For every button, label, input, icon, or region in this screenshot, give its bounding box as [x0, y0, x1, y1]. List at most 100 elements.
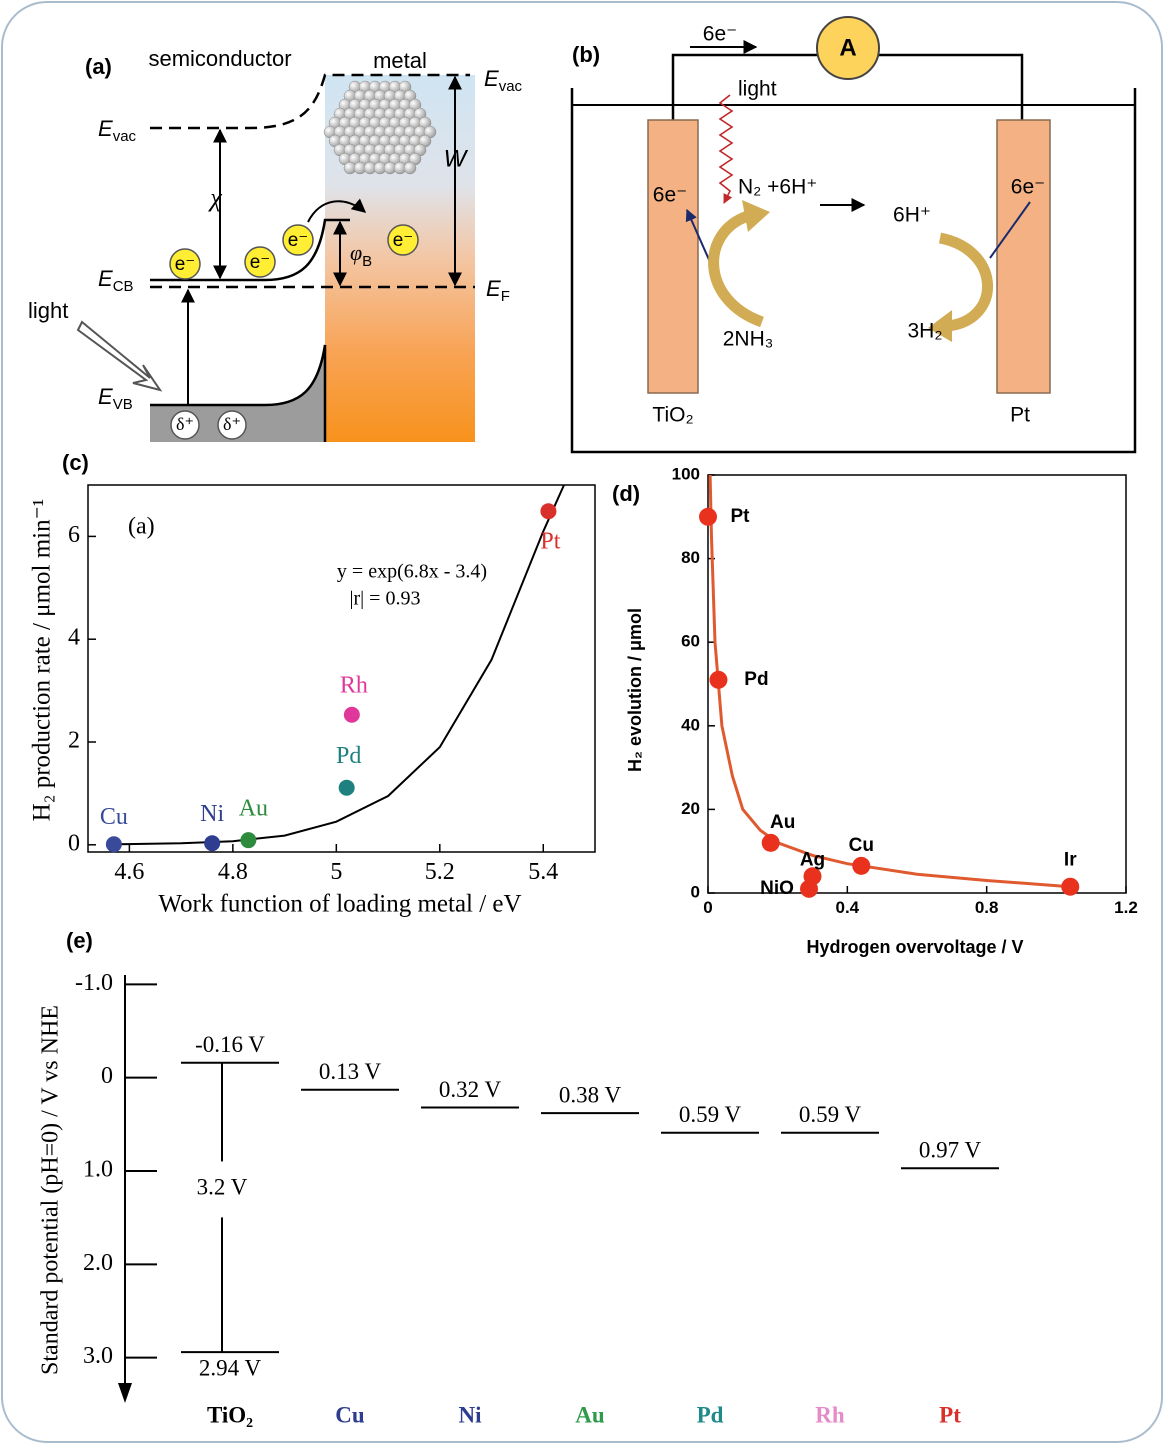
y-tick-label: 6	[68, 522, 80, 548]
y-tick-label: 0	[101, 1063, 113, 1089]
electron	[244, 246, 276, 278]
label: TiO₂	[652, 404, 693, 427]
x-tick-label: 0	[703, 898, 712, 917]
electron	[169, 248, 201, 280]
plot-frame	[87, 484, 596, 853]
data-point	[699, 507, 717, 526]
point-label: Rh	[340, 672, 368, 698]
point-label: Pt	[540, 529, 560, 555]
category-label: Ni	[459, 1402, 483, 1427]
electron-path	[989, 201, 1031, 259]
level-label: 0.59 V	[799, 1102, 862, 1127]
subscript: CB	[113, 278, 134, 295]
y-axis-label: H₂ production rate / μmol min⁻¹	[29, 499, 56, 822]
electron-label: e⁻	[175, 254, 196, 275]
y-tick-label: 0	[691, 882, 700, 901]
category-label: Pt	[939, 1402, 961, 1427]
label: χ	[207, 183, 222, 212]
reaction-arrow	[938, 232, 993, 332]
plot-frame	[707, 474, 1127, 894]
y-tick-label: 2.0	[83, 1250, 113, 1276]
label: 6e⁻	[653, 184, 687, 207]
reaction-arrow	[708, 210, 765, 328]
x-axis-label: Work function of loading metal / eV	[158, 891, 521, 918]
y-tick-label: 20	[681, 799, 700, 818]
subscript: VB	[113, 396, 133, 413]
level-label: 0.13 V	[319, 1059, 382, 1084]
y-tick-label: 1.0	[83, 1157, 113, 1183]
panel-label: (b)	[572, 42, 600, 67]
label: 6e⁻	[703, 23, 737, 46]
electron	[282, 224, 314, 256]
electrons: e⁻ e⁻ e⁻ e⁻ δ⁺ δ⁺	[169, 224, 419, 440]
y-tick-label: 4	[68, 625, 80, 651]
data-point	[204, 835, 221, 852]
level-label: -0.16 V	[195, 1032, 265, 1057]
symbol: φ	[350, 240, 362, 265]
label: Evac	[98, 116, 137, 145]
y-tick-label: 3.0	[83, 1343, 113, 1369]
point-label: Cu	[100, 804, 128, 830]
subscript: vac	[499, 78, 523, 95]
data-point	[761, 833, 780, 852]
label: 2NH₃	[723, 328, 774, 351]
axis-arrow	[118, 1383, 132, 1403]
x-tick-label: 0.4	[836, 898, 860, 917]
level-label: 0.38 V	[559, 1082, 622, 1107]
label: 6H⁺	[893, 204, 931, 227]
conduction-band	[150, 218, 350, 282]
panel-label: (d)	[612, 481, 640, 506]
reaction-arrowhead	[742, 200, 770, 232]
light-arrow	[76, 320, 163, 392]
point-label: Ag	[800, 849, 825, 870]
data-point	[1061, 877, 1080, 896]
annotation: |r| = 0.93	[350, 588, 421, 610]
subscript: vac	[113, 128, 137, 145]
y-tick-label: -1.0	[75, 970, 113, 996]
category-label: Pd	[697, 1402, 724, 1427]
y-tick-label: 80	[681, 548, 700, 567]
level-label: 0.59 V	[679, 1102, 742, 1127]
y-tick-label: 0	[68, 830, 80, 856]
hole	[170, 410, 200, 440]
x-tick-label: 5.4	[528, 859, 558, 885]
data-point	[540, 503, 557, 520]
point-label: Ir	[1064, 850, 1077, 871]
label: φB	[350, 240, 372, 270]
panel-label: (c)	[62, 450, 89, 475]
light-ray	[718, 94, 734, 204]
category-label: Rh	[815, 1402, 845, 1427]
label: light	[28, 298, 68, 323]
x-tick-label: 0.8	[975, 898, 999, 917]
data-point	[800, 879, 819, 898]
label-backdrop	[188, 1161, 256, 1218]
point-label: Au	[770, 812, 795, 833]
transfer-arrow	[307, 198, 367, 223]
y-tick-label: 60	[681, 632, 700, 651]
level-label: 0.32 V	[439, 1077, 502, 1102]
x-tick-label: 1.2	[1114, 898, 1138, 917]
label: 3H₂	[908, 320, 943, 343]
electrode	[647, 119, 699, 394]
valence-band	[150, 344, 327, 442]
point-label: Pt	[731, 506, 751, 527]
electrode	[996, 119, 1051, 394]
hole-label: δ⁺	[176, 414, 194, 434]
label: metal	[373, 48, 427, 73]
data-point	[709, 670, 728, 689]
cell	[570, 88, 1137, 454]
data-point	[343, 706, 360, 723]
symbol: E	[484, 66, 499, 91]
x-tick-label: 4.8	[218, 859, 248, 885]
electron-path	[685, 208, 711, 263]
label: W	[444, 145, 469, 172]
electron-label: e⁻	[393, 230, 414, 251]
hole	[217, 410, 247, 440]
symbol: E	[98, 384, 113, 409]
point-label: Ni	[200, 801, 224, 827]
annotation: y = exp(6.8x - 3.4)	[337, 561, 487, 583]
symbol: E	[98, 266, 113, 291]
panel-a: (a) semiconductor metal Evac Evac χ W φB…	[28, 46, 523, 442]
x-tick-label: 5.2	[425, 859, 455, 885]
